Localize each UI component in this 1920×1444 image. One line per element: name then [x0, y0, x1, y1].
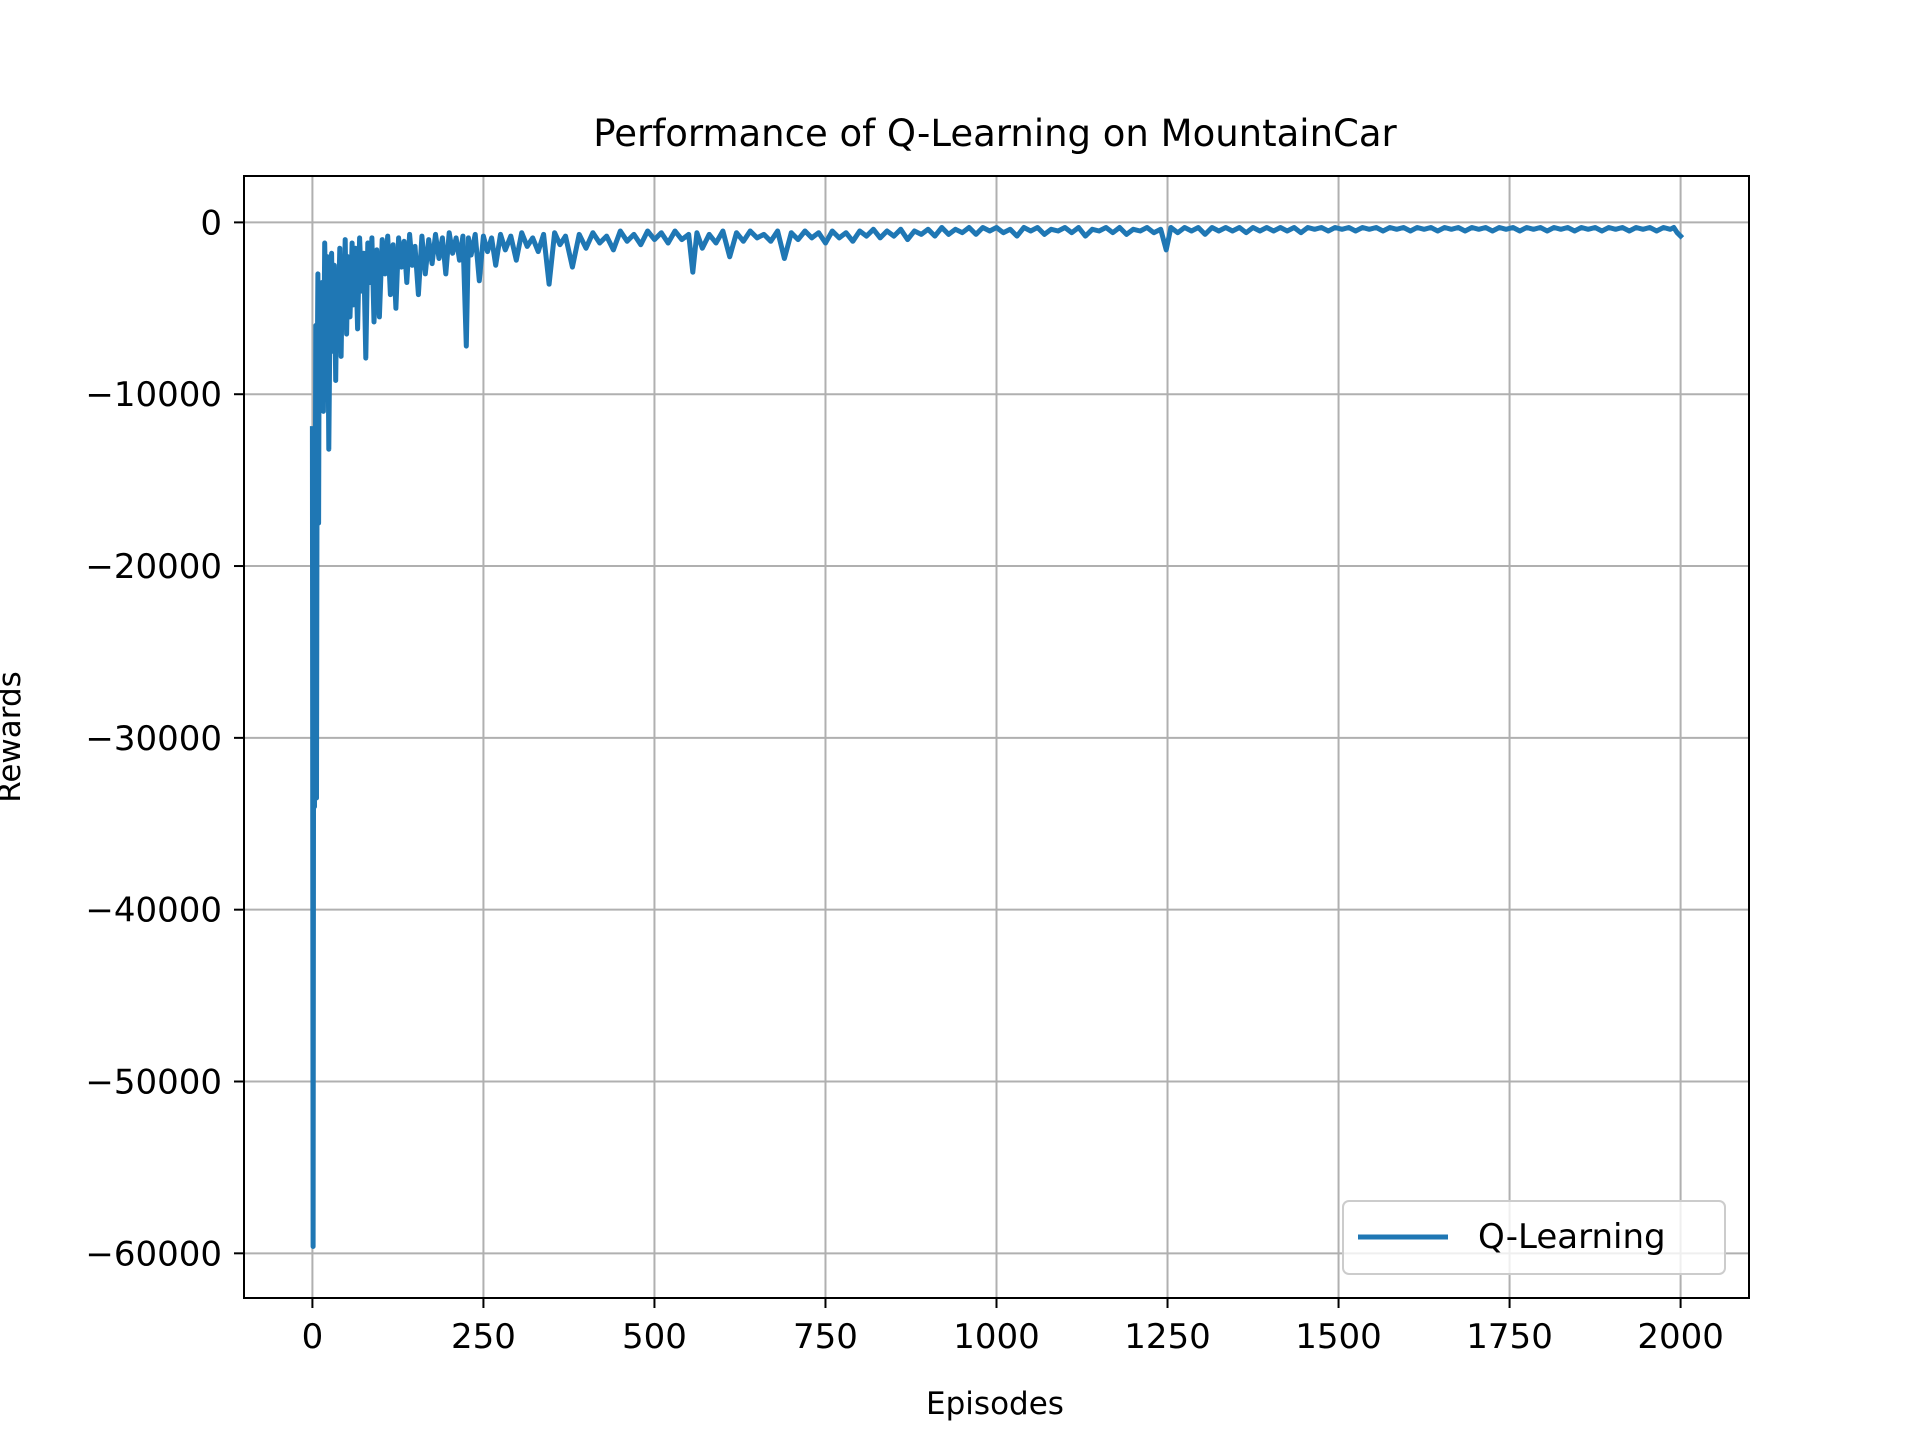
x-tick-label: 250	[451, 1317, 516, 1357]
legend-box	[1342, 1200, 1726, 1275]
y-tick-label: −30000	[85, 719, 222, 759]
x-tick-label: 500	[622, 1317, 687, 1357]
x-tick-label: 2000	[1637, 1317, 1724, 1357]
series-line-q-learning	[309, 225, 1685, 1249]
x-tick-label: 1500	[1295, 1317, 1382, 1357]
x-tick-label: 750	[793, 1317, 858, 1357]
series-layer	[309, 225, 1685, 1249]
y-tick-label: 0	[200, 203, 222, 243]
grid	[244, 176, 1749, 1298]
y-tick-label: −40000	[85, 891, 222, 931]
ticks: 0 250 500 750 1000 1250 1500 1750 2000 0 −10000 −20…	[85, 203, 1724, 1357]
chart-title: Performance of Q-Learning on MountainCar	[593, 112, 1397, 155]
y-axis-label: Rewards	[0, 671, 28, 803]
y-tick-label: −50000	[85, 1063, 222, 1103]
legend: Q-Learning	[1342, 1200, 1726, 1275]
x-tick-label: 1750	[1466, 1317, 1553, 1357]
x-axis-label: Episodes	[926, 1386, 1064, 1422]
x-tick-label: 1000	[953, 1317, 1040, 1357]
y-tick-label: −20000	[85, 547, 222, 587]
x-tick-label: 0	[302, 1317, 324, 1357]
x-tick-label: 1250	[1124, 1317, 1211, 1357]
y-tick-label: −10000	[85, 375, 222, 415]
legend-label-q-learning: Q-Learning	[1478, 1217, 1666, 1257]
y-tick-label: −60000	[85, 1234, 222, 1274]
